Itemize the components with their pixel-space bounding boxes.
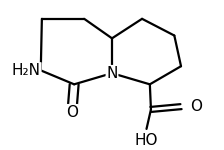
Text: O: O bbox=[66, 105, 78, 120]
Text: H₂N: H₂N bbox=[12, 63, 41, 78]
Text: O: O bbox=[190, 99, 202, 114]
Text: N: N bbox=[106, 66, 118, 81]
Text: HO: HO bbox=[135, 133, 158, 148]
